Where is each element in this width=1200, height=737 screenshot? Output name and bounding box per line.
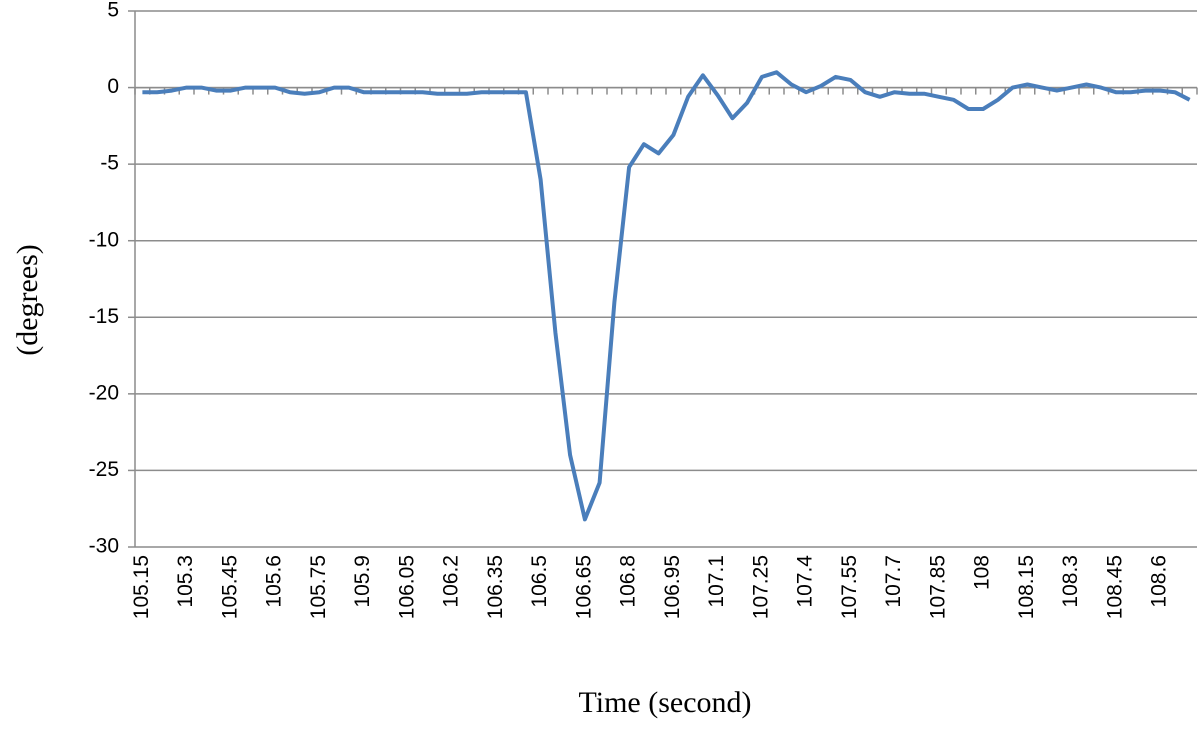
x-axis-title: Time (second) bbox=[578, 686, 751, 719]
x-tick-label: 106.95 bbox=[661, 555, 684, 619]
y-tick-label: -15 bbox=[89, 305, 119, 328]
x-tick-label: 107.7 bbox=[882, 555, 905, 608]
y-tick-label: -30 bbox=[89, 535, 119, 558]
y-tick-label: 5 bbox=[107, 0, 119, 22]
x-tick-label: 106.65 bbox=[572, 555, 595, 619]
y-axis-title: (degrees) bbox=[11, 244, 44, 356]
x-tick-label: 107.85 bbox=[926, 555, 949, 619]
x-tick-label: 105.9 bbox=[351, 555, 374, 608]
x-tick-label: 108.15 bbox=[1015, 555, 1038, 619]
x-tick-label: 106.35 bbox=[484, 555, 507, 619]
x-tick-label: 105.45 bbox=[218, 555, 241, 619]
y-tick-label: -25 bbox=[89, 458, 119, 481]
x-tick-label: 105.75 bbox=[307, 555, 330, 619]
x-tick-label: 108.45 bbox=[1103, 555, 1126, 619]
x-tick-label: 106.05 bbox=[395, 555, 418, 619]
x-tick-label: 108 bbox=[971, 555, 994, 590]
x-tick-label: 105.15 bbox=[130, 555, 153, 619]
x-tick-label: 106.8 bbox=[617, 555, 640, 608]
x-tick-label: 108.3 bbox=[1059, 555, 1082, 608]
y-tick-label: -20 bbox=[89, 381, 119, 404]
data-line bbox=[142, 70, 1191, 522]
x-tick-label: 107.1 bbox=[705, 555, 728, 608]
x-tick-label: 108.6 bbox=[1148, 555, 1171, 608]
x-tick-label: 107.4 bbox=[794, 555, 817, 608]
x-tick-label: 106.5 bbox=[528, 555, 551, 608]
x-tick-label: 107.25 bbox=[749, 555, 772, 619]
x-tick-label: 105.3 bbox=[174, 555, 197, 608]
x-tick-label: 105.6 bbox=[263, 555, 286, 608]
y-tick-label: 0 bbox=[107, 75, 119, 98]
y-tick-label: -10 bbox=[89, 228, 119, 251]
x-tick-label: 107.55 bbox=[838, 555, 861, 619]
x-tick-label: 106.2 bbox=[440, 555, 463, 608]
y-tick-label: -5 bbox=[100, 152, 119, 175]
